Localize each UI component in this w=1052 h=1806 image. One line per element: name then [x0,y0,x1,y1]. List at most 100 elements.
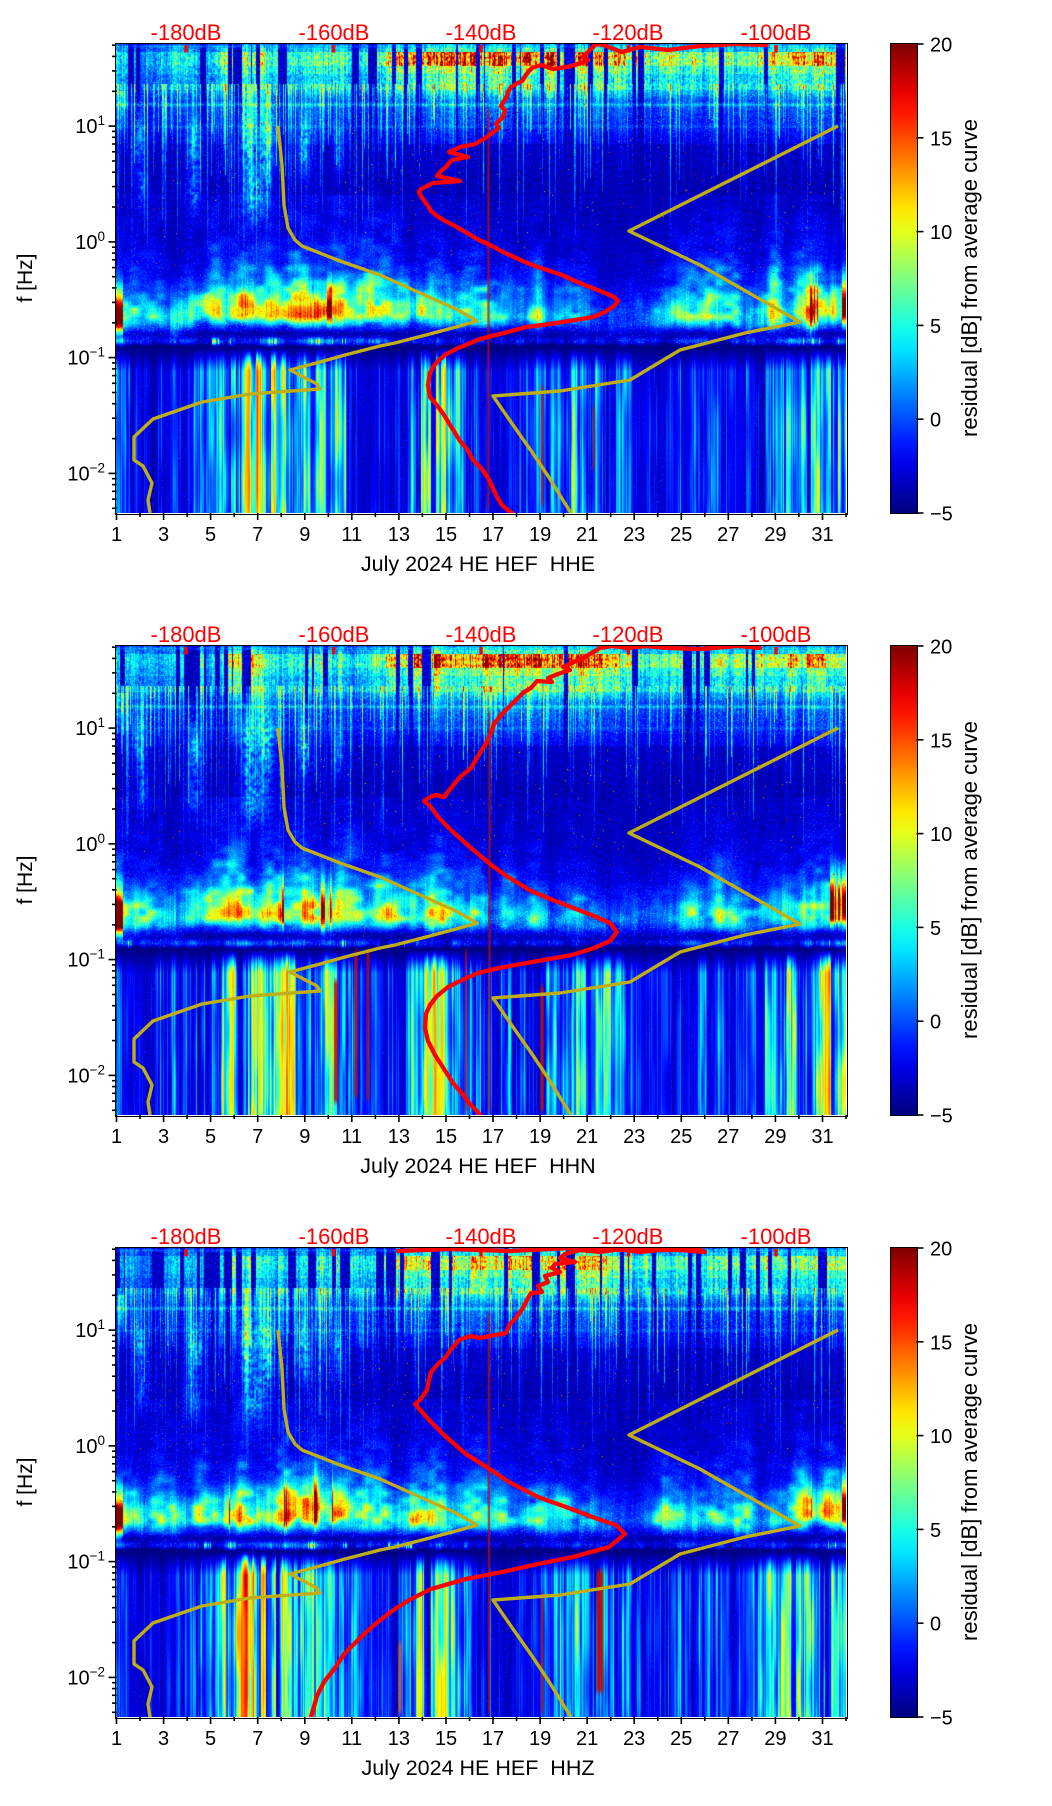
svg-text:10: 10 [930,1426,952,1448]
svg-text:11: 11 [341,524,362,546]
svg-text:7: 7 [252,524,263,546]
svg-text:10−1: 10−1 [67,1549,105,1574]
svg-text:-160dB: -160dB [299,20,370,45]
svg-text:−5: −5 [930,504,953,526]
svg-text:100: 100 [75,1433,105,1458]
svg-text:17: 17 [482,1728,504,1750]
svg-text:19: 19 [529,1126,551,1148]
svg-text:13: 13 [388,1728,410,1750]
svg-text:f [Hz]: f [Hz] [14,1457,37,1506]
svg-text:residual [dB] from average cur: residual [dB] from average curve [957,119,982,437]
svg-text:-100dB: -100dB [741,1224,812,1249]
svg-text:10−1: 10−1 [67,345,105,370]
svg-text:-160dB: -160dB [299,1224,370,1249]
svg-text:5: 5 [930,1520,941,1542]
svg-text:10−1: 10−1 [67,947,105,972]
svg-text:3: 3 [158,1126,169,1148]
svg-text:29: 29 [764,1728,786,1750]
svg-text:10: 10 [930,824,952,846]
svg-text:10−2: 10−2 [67,1664,105,1689]
svg-text:July 2024 HE HEF HHN: July 2024 HE HEF HHN [360,1154,595,1178]
svg-text:101: 101 [75,1317,105,1342]
svg-text:13: 13 [388,1126,410,1148]
svg-text:July 2024 HE HEF HHE: July 2024 HE HEF HHE [361,552,595,576]
svg-text:9: 9 [299,524,310,546]
svg-text:20: 20 [930,637,952,659]
svg-text:-120dB: -120dB [593,622,664,647]
svg-text:5: 5 [205,524,216,546]
svg-text:-140dB: -140dB [446,622,517,647]
svg-text:100: 100 [75,229,105,254]
svg-text:25: 25 [670,1728,692,1750]
svg-text:-180dB: -180dB [151,622,222,647]
svg-text:23: 23 [623,524,645,546]
svg-text:21: 21 [576,1728,598,1750]
svg-text:31: 31 [811,524,833,546]
svg-text:-120dB: -120dB [593,1224,664,1249]
svg-text:-140dB: -140dB [446,1224,517,1249]
svg-text:27: 27 [717,524,739,546]
svg-text:20: 20 [930,35,952,57]
svg-text:15: 15 [435,524,457,546]
svg-text:9: 9 [299,1728,310,1750]
svg-text:21: 21 [576,1126,598,1148]
svg-text:7: 7 [252,1126,263,1148]
svg-text:10−2: 10−2 [67,1062,105,1087]
svg-text:-120dB: -120dB [593,20,664,45]
svg-text:27: 27 [717,1126,739,1148]
svg-text:-140dB: -140dB [446,20,517,45]
svg-text:f [Hz]: f [Hz] [14,855,37,904]
svg-text:27: 27 [717,1728,739,1750]
svg-text:5: 5 [205,1728,216,1750]
svg-text:1: 1 [111,524,122,546]
svg-text:15: 15 [930,730,952,752]
svg-text:15: 15 [930,128,952,150]
svg-text:19: 19 [529,1728,551,1750]
svg-text:5: 5 [930,918,941,940]
svg-text:20: 20 [930,1239,952,1261]
svg-text:9: 9 [299,1126,310,1148]
svg-text:29: 29 [764,1126,786,1148]
svg-text:29: 29 [764,524,786,546]
svg-text:25: 25 [670,524,692,546]
svg-text:July 2024 HE HEF HHZ: July 2024 HE HEF HHZ [362,1756,595,1780]
svg-text:3: 3 [158,1728,169,1750]
svg-text:17: 17 [482,524,504,546]
svg-text:-180dB: -180dB [151,1224,222,1249]
svg-text:21: 21 [576,524,598,546]
svg-text:101: 101 [75,113,105,138]
svg-text:11: 11 [341,1126,362,1148]
svg-text:25: 25 [670,1126,692,1148]
svg-text:23: 23 [623,1126,645,1148]
svg-text:101: 101 [75,715,105,740]
svg-text:10: 10 [930,222,952,244]
svg-text:1: 1 [111,1126,122,1148]
svg-text:0: 0 [930,1012,941,1034]
svg-text:-160dB: -160dB [299,622,370,647]
svg-text:11: 11 [341,1728,362,1750]
svg-text:15: 15 [435,1728,457,1750]
svg-text:100: 100 [75,831,105,856]
svg-text:31: 31 [811,1728,833,1750]
svg-text:7: 7 [252,1728,263,1750]
svg-text:0: 0 [930,1614,941,1636]
svg-text:−5: −5 [930,1106,953,1128]
svg-text:17: 17 [482,1126,504,1148]
svg-text:f [Hz]: f [Hz] [14,253,37,302]
svg-text:-100dB: -100dB [741,622,812,647]
svg-text:-100dB: -100dB [741,20,812,45]
svg-text:residual [dB] from average cur: residual [dB] from average curve [957,721,982,1039]
svg-text:10−2: 10−2 [67,460,105,485]
svg-text:23: 23 [623,1728,645,1750]
svg-text:15: 15 [930,1332,952,1354]
svg-text:31: 31 [811,1126,833,1148]
svg-text:3: 3 [158,524,169,546]
svg-text:residual [dB] from average cur: residual [dB] from average curve [957,1323,982,1641]
svg-text:−5: −5 [930,1708,953,1730]
svg-text:5: 5 [930,316,941,338]
svg-text:15: 15 [435,1126,457,1148]
svg-text:5: 5 [205,1126,216,1148]
svg-text:-180dB: -180dB [151,20,222,45]
svg-text:19: 19 [529,524,551,546]
svg-text:0: 0 [930,410,941,432]
